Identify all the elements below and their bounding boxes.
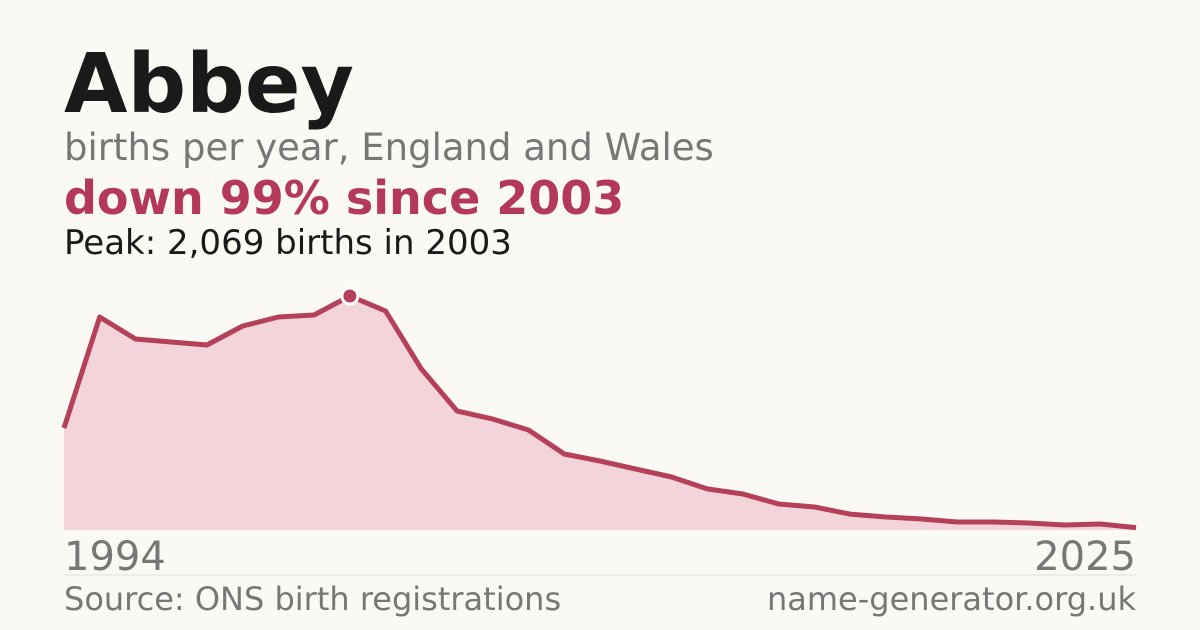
source: Source: ONS birth registrations xyxy=(64,580,561,618)
site: name-generator.org.uk xyxy=(767,580,1136,618)
peak-note: Peak: 2,069 births in 2003 xyxy=(64,223,512,263)
peak-dot xyxy=(340,286,360,306)
headline: down 99% since 2003 xyxy=(64,171,624,225)
title: Abbey xyxy=(64,37,354,132)
x-start-label: 1994 xyxy=(64,534,166,580)
x-end-label: 2025 xyxy=(1034,534,1136,580)
area-fill xyxy=(64,296,1136,530)
area-line xyxy=(61,293,1137,531)
subtitle: births per year, England and Wales xyxy=(64,126,714,169)
plot xyxy=(61,286,1137,531)
